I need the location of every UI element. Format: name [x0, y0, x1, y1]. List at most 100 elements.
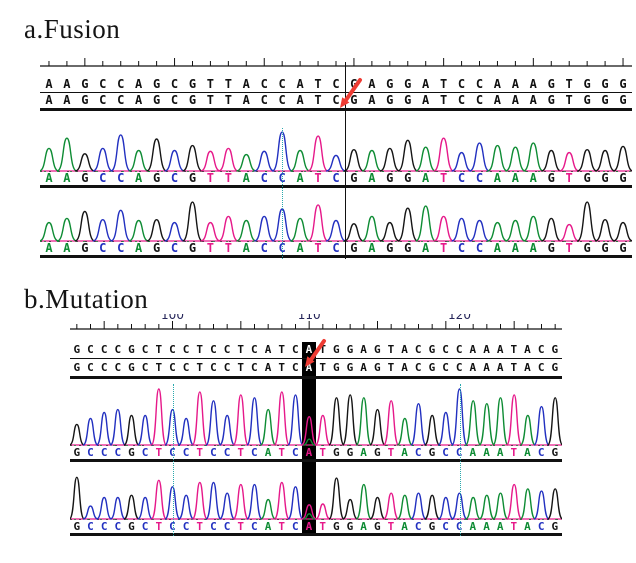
base-letter: T [155, 446, 163, 459]
base-letter: A [483, 343, 490, 356]
base-letter: A [305, 520, 313, 533]
base-letter: A [305, 343, 313, 356]
base-letter: G [373, 361, 381, 374]
base-letter: C [537, 361, 545, 374]
base-letter: G [547, 93, 555, 107]
base-letter: A [401, 446, 408, 459]
base-letter: A [264, 520, 272, 533]
base-letter: C [455, 361, 463, 374]
base-letter: G [188, 77, 197, 91]
base-letter: G [346, 343, 354, 356]
base-letter: G [601, 241, 609, 255]
base-letter: T [237, 361, 245, 374]
base-letter: A [422, 77, 430, 91]
base-letter: G [428, 520, 436, 533]
base-letter: C [442, 361, 449, 374]
base-letter: T [314, 77, 322, 91]
chromatogram-trace [40, 201, 632, 242]
base-letter: A [401, 343, 408, 356]
base-letter: G [404, 241, 412, 255]
base-letter: C [292, 520, 299, 533]
base-letter: C [114, 446, 122, 459]
base-letter: T [196, 343, 204, 356]
base-letter: C [100, 520, 108, 533]
base-letter: T [278, 343, 285, 356]
base-letter: A [135, 77, 143, 91]
base-letter: G [73, 343, 81, 356]
base-letter: T [155, 520, 163, 533]
base-letter: C [99, 77, 107, 91]
base-letter: C [170, 77, 179, 91]
base-letter: A [493, 241, 502, 255]
base-letter: T [387, 520, 395, 533]
base-letter: A [368, 241, 376, 255]
base-letter: C [537, 343, 545, 356]
base-letter: T [206, 171, 215, 185]
chromatogram-trace [70, 476, 562, 520]
base-letter: T [319, 343, 326, 356]
base-letter: A [135, 171, 143, 185]
chromatogram-trace [70, 388, 562, 446]
cursor-dotted-line [459, 384, 461, 536]
base-letter: T [206, 77, 215, 91]
base-letter: A [401, 520, 408, 533]
base-letter: C [475, 171, 484, 185]
base-letter: A [493, 171, 502, 185]
base-letter: T [319, 361, 326, 374]
base-letter: T [237, 520, 245, 533]
base-letter: A [529, 77, 537, 91]
base-letter: C [99, 171, 107, 185]
base-letter: T [565, 77, 573, 91]
base-letter: A [496, 343, 504, 356]
base-letter: G [128, 520, 135, 533]
base-letter: G [350, 77, 358, 91]
base-letter: C [278, 171, 286, 185]
base-letter: C [260, 93, 268, 107]
base-letter: A [524, 520, 531, 533]
base-letter: C [87, 520, 94, 533]
base-letter: G [81, 241, 89, 255]
base-letter: A [368, 93, 376, 107]
base-letter: C [141, 446, 149, 459]
base-letter: T [155, 361, 163, 374]
base-letter: C [292, 361, 299, 374]
base-letter: G [346, 520, 354, 533]
base-letter: A [493, 93, 502, 107]
base-letter: C [169, 446, 176, 459]
base-letter: C [87, 446, 94, 459]
base-letter: T [278, 361, 285, 374]
base-letter: C [442, 446, 449, 459]
base-letter: A [264, 446, 272, 459]
base-letter: C [278, 241, 286, 255]
ruler-number: 110 [298, 314, 321, 322]
base-letter: G [619, 77, 627, 91]
base-letter: C [278, 93, 286, 107]
base-letter: G [404, 93, 412, 107]
base-letter: A [496, 361, 504, 374]
base-letter: C [475, 241, 484, 255]
base-letter: A [524, 343, 531, 356]
base-letter: A [135, 241, 143, 255]
ruler-number: 100 [161, 314, 184, 322]
base-letter: A [296, 171, 304, 185]
base-letter: A [63, 171, 71, 185]
base-letter: G [386, 241, 394, 255]
base-letter: G [73, 361, 81, 374]
cursor-dotted-line [172, 384, 174, 536]
base-letter: A [360, 520, 367, 533]
base-letter: T [387, 446, 395, 459]
base-letter: G [373, 446, 381, 459]
base-letter: G [346, 446, 354, 459]
base-letter: A [529, 241, 537, 255]
base-letter: G [404, 171, 412, 185]
base-letter: G [81, 171, 89, 185]
base-letter: C [455, 343, 463, 356]
base-letter: A [305, 446, 313, 459]
base-letter: G [73, 446, 81, 459]
base-letter: A [264, 361, 272, 374]
base-letter: T [224, 93, 232, 107]
